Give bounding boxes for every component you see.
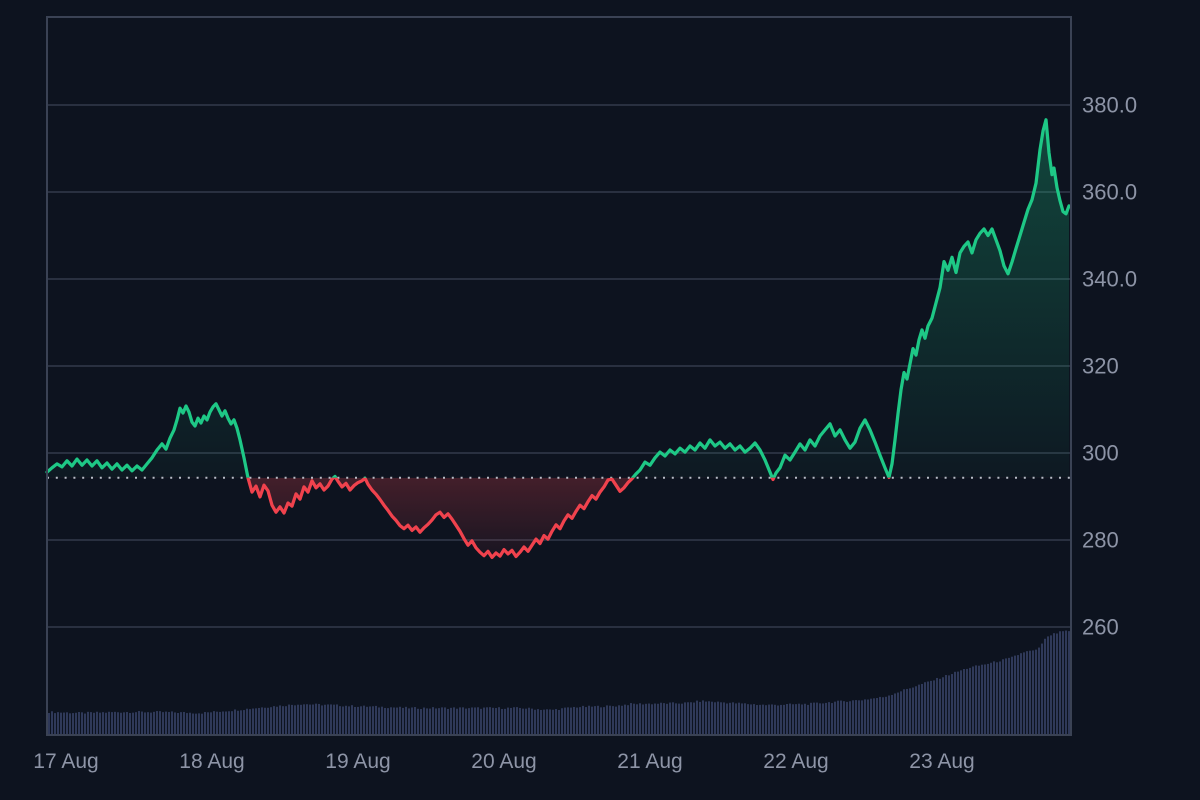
y-axis-label: 300	[1082, 441, 1119, 466]
price-line-down	[246, 477, 891, 560]
x-axis-label: 23 Aug	[909, 750, 974, 773]
price-area-up	[47, 119, 1069, 478]
volume-bars	[48, 630, 1070, 735]
y-axis-label: 280	[1082, 528, 1119, 553]
x-axis-label: 19 Aug	[325, 750, 390, 773]
price-line-up	[45, 118, 1071, 478]
y-axis-label: 380.0	[1082, 93, 1137, 118]
x-axis-label: 21 Aug	[617, 750, 682, 773]
x-axis-label: 22 Aug	[763, 750, 828, 773]
x-axis-label: 17 Aug	[33, 750, 98, 773]
y-axis-label: 260	[1082, 615, 1119, 640]
y-axis-label: 340.0	[1082, 267, 1137, 292]
y-axis-label: 320	[1082, 354, 1119, 379]
plot-border	[46, 16, 1072, 736]
price-area-down	[47, 477, 1069, 558]
y-axis-label: 360.0	[1082, 180, 1137, 205]
x-axis-label: 20 Aug	[471, 750, 536, 773]
x-axis-label: 18 Aug	[179, 750, 244, 773]
